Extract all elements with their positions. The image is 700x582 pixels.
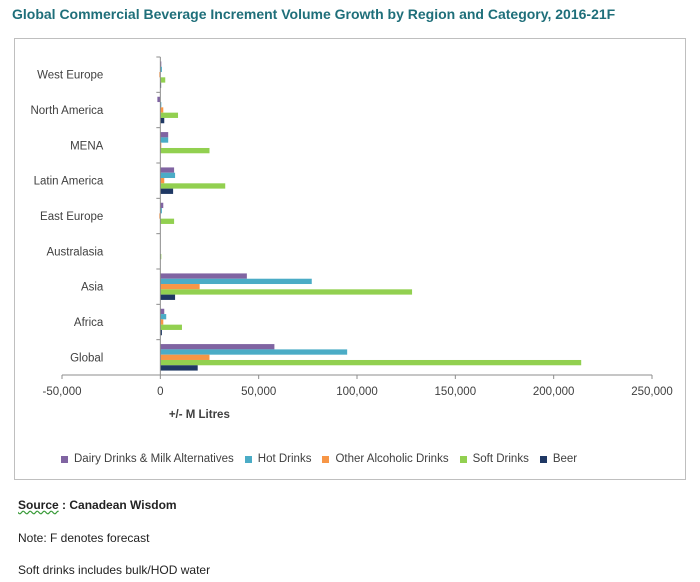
soft-drinks-note: Soft drinks includes bulk/HOD water [18, 563, 211, 577]
bar [160, 329, 162, 336]
category-label: MENA [70, 140, 104, 152]
x-tick-label: -50,000 [42, 386, 81, 398]
legend-label: Dairy Drinks & Milk Alternatives [74, 453, 234, 465]
bar [160, 284, 200, 290]
legend-swatch [459, 455, 467, 463]
x-tick-label: 0 [157, 386, 163, 398]
bar [160, 77, 166, 83]
bar [160, 273, 247, 279]
bar [160, 278, 312, 285]
bar [160, 314, 167, 320]
legend-swatch [539, 455, 547, 463]
source-label: Source [18, 498, 59, 512]
bar [160, 112, 179, 118]
bar [160, 188, 174, 194]
forecast-note: Note: F denotes forecast [18, 531, 150, 545]
x-tick-label: 150,000 [435, 386, 477, 398]
bar [160, 66, 162, 73]
source-value: : Canadean Wisdom [58, 498, 177, 512]
legend-item: Dairy Drinks & Milk Alternatives [61, 453, 234, 465]
bar [160, 147, 210, 154]
bar [160, 172, 176, 179]
bar [160, 137, 169, 143]
bar [160, 132, 169, 138]
source-line: Source : Canadean Wisdom [18, 498, 177, 512]
bar [160, 365, 198, 371]
category-label: Global [70, 352, 103, 364]
bar [160, 167, 175, 173]
bar [160, 349, 348, 355]
bar [160, 107, 164, 113]
legend-item: Soft Drinks [459, 453, 529, 465]
x-tick-label: 100,000 [336, 386, 378, 398]
bar [160, 208, 162, 214]
bar [160, 344, 275, 350]
category-label: Australasia [46, 246, 103, 258]
legend-item: Other Alcoholic Drinks [322, 453, 449, 465]
category-label: Latin America [34, 176, 104, 188]
legend-label: Soft Drinks [472, 453, 529, 465]
legend-item: Beer [539, 453, 578, 465]
legend-swatch [61, 455, 68, 463]
bar [160, 202, 164, 209]
category-label: West Europe [37, 70, 103, 82]
bar [160, 359, 582, 366]
category-label: Asia [81, 282, 104, 294]
bar [160, 183, 226, 189]
category-label: Africa [74, 317, 104, 329]
bar-chart: West Europe North America MENA Latin Americ… [30, 56, 673, 421]
x-tick-label: 250,000 [631, 386, 673, 398]
x-tick-label: 200,000 [533, 386, 575, 398]
bar [160, 324, 182, 330]
bar [160, 319, 164, 325]
bar [160, 294, 176, 300]
bar [160, 354, 210, 360]
bar [160, 178, 165, 184]
legend-item: Hot Drinks [244, 453, 312, 465]
x-axis-title: +/- M Litres [169, 409, 230, 421]
legend-swatch [322, 455, 330, 463]
chart-title: Global Commercial Beverage Increment Vol… [12, 6, 616, 22]
x-tick-label: 50,000 [241, 386, 276, 398]
bar [160, 117, 165, 124]
category-label: North America [30, 105, 103, 117]
chart-area: West Europe North America MENA Latin Americ… [14, 38, 686, 480]
bar [157, 96, 161, 103]
chart-legend: Dairy Drinks & Milk Alternatives Hot Drin… [61, 453, 588, 465]
category-label: East Europe [40, 211, 103, 223]
legend-label: Hot Drinks [257, 453, 312, 465]
legend-swatch [244, 455, 252, 463]
legend-label: Beer [552, 453, 578, 465]
bar [160, 308, 165, 315]
bar [160, 289, 413, 295]
legend-label: Other Alcoholic Drinks [335, 453, 449, 465]
bar [160, 218, 175, 224]
